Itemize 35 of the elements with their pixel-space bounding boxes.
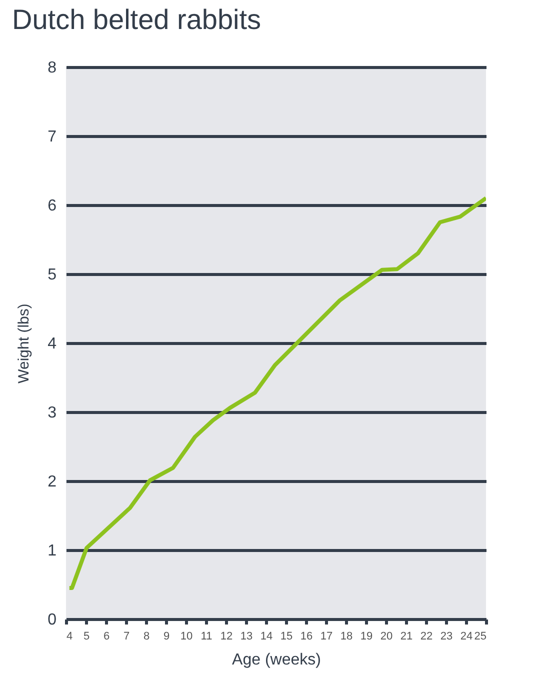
x-axis-title: Age (weeks) — [232, 652, 321, 668]
x-tick-label: 22 — [420, 630, 433, 642]
y-tick-label: 8 — [48, 60, 57, 76]
y-tick-label: 3 — [48, 404, 57, 422]
y-tick-label: 0 — [48, 612, 57, 628]
x-tick-label: 21 — [400, 630, 413, 642]
x-tick-label: 10 — [180, 630, 193, 642]
y-tick-label: 1 — [48, 542, 57, 560]
x-tick-label: 25 — [474, 630, 486, 642]
x-tick-label: 15 — [280, 630, 293, 642]
chart-title: Dutch belted rabbits — [12, 4, 262, 35]
x-tick-label: 23 — [440, 630, 453, 642]
x-tick-label: 18 — [340, 630, 353, 642]
y-tick-label: 4 — [48, 336, 57, 352]
x-tick-label: 14 — [260, 630, 273, 642]
x-tick-label: 4 — [66, 630, 73, 642]
x-tick-label: 16 — [300, 630, 313, 642]
x-tick-label: 24 — [460, 630, 473, 642]
x-tick-label: 11 — [200, 630, 212, 642]
x-tick-label: 7 — [123, 630, 130, 642]
x-tick-label: 19 — [360, 630, 373, 642]
line-series — [67, 196, 486, 590]
x-tick-label: 12 — [220, 630, 233, 642]
y-axis-title: Weight (lbs) — [16, 304, 33, 384]
x-tick-label: 8 — [143, 630, 150, 642]
x-tick-label: 13 — [240, 630, 253, 642]
x-tick-label: 20 — [380, 630, 393, 642]
y-tick-label: 5 — [48, 266, 57, 284]
x-tick-label: 6 — [103, 630, 110, 642]
x-tick-label: 17 — [320, 630, 333, 642]
x-tick-label: 5 — [83, 630, 90, 642]
y-tick-label: 6 — [48, 198, 57, 214]
y-tick-label: 7 — [48, 128, 57, 146]
y-tick-label: 2 — [48, 474, 57, 490]
x-tick-label: 9 — [163, 630, 170, 642]
